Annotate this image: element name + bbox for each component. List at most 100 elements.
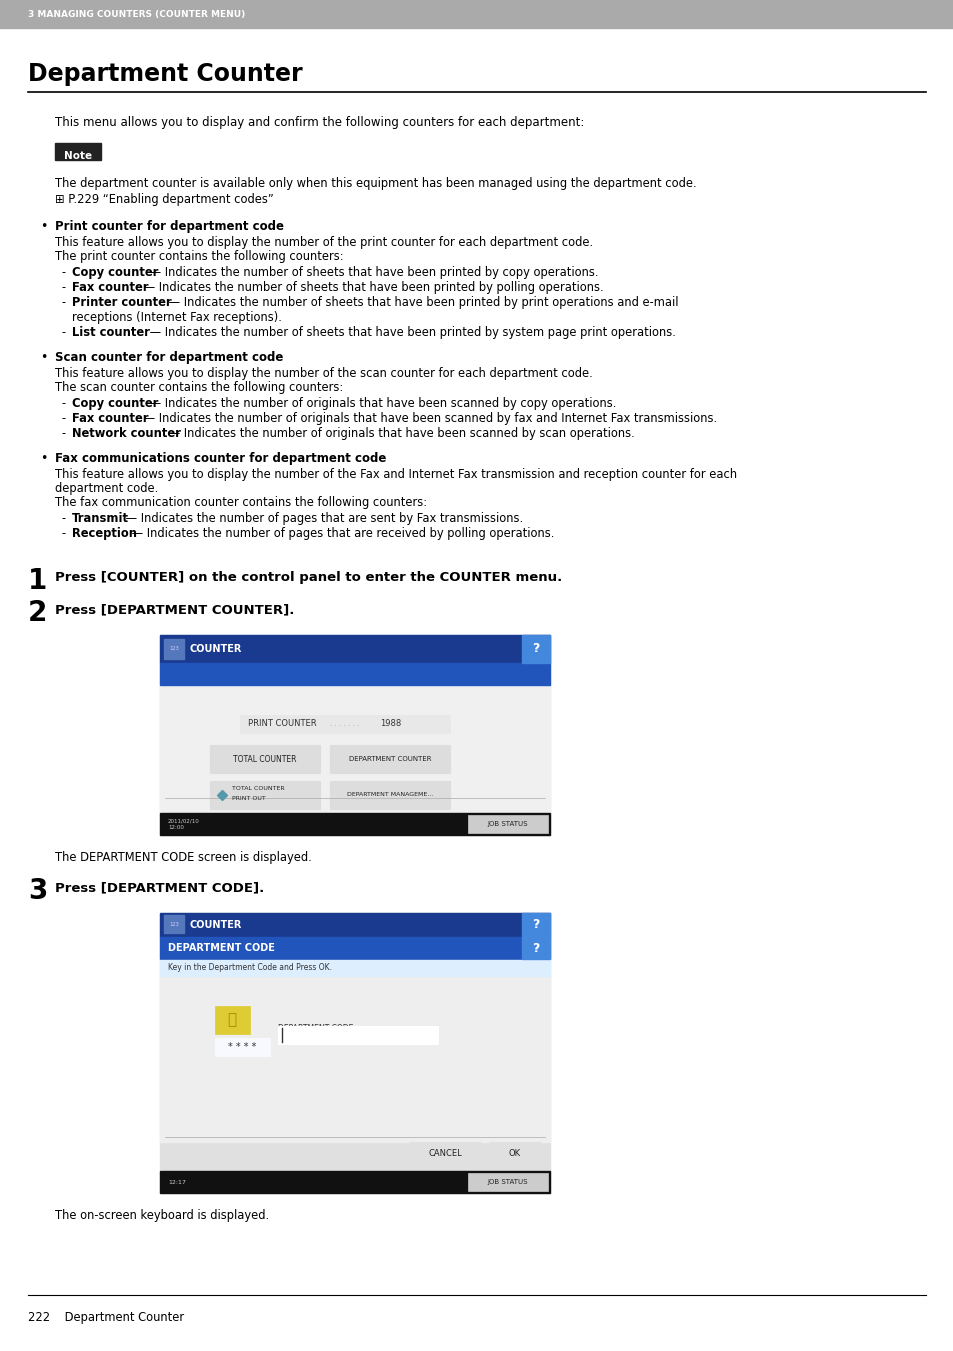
Text: -: - bbox=[62, 412, 66, 426]
Text: COUNTER: COUNTER bbox=[190, 644, 242, 654]
Bar bbox=[214, 1038, 270, 1056]
Text: Network counter: Network counter bbox=[71, 427, 181, 440]
Bar bbox=[160, 663, 550, 685]
Text: ?: ? bbox=[532, 942, 539, 955]
Text: receptions (Internet Fax receptions).: receptions (Internet Fax receptions). bbox=[71, 311, 281, 324]
Bar bbox=[160, 913, 550, 938]
Text: — Indicates the number of pages that are received by polling operations.: — Indicates the number of pages that are… bbox=[128, 527, 554, 540]
Text: -: - bbox=[62, 397, 66, 409]
Bar bbox=[521, 913, 550, 938]
Text: 123: 123 bbox=[169, 923, 178, 928]
Text: Fax counter: Fax counter bbox=[71, 281, 149, 295]
Text: -: - bbox=[62, 326, 66, 339]
Text: 🔑: 🔑 bbox=[227, 1012, 236, 1028]
Bar bbox=[160, 975, 550, 1142]
Text: This feature allows you to display the number of the print counter for each depa: This feature allows you to display the n… bbox=[55, 236, 593, 249]
Bar bbox=[160, 938, 550, 959]
Text: JOB STATUS: JOB STATUS bbox=[487, 821, 528, 827]
Text: 12:17: 12:17 bbox=[168, 1179, 186, 1185]
Text: Transmit: Transmit bbox=[71, 512, 129, 526]
Text: DEPARTMENT COUNTER: DEPARTMENT COUNTER bbox=[349, 757, 431, 762]
Bar bbox=[521, 938, 550, 959]
Text: — Indicates the number of sheets that have been printed by print operations and : — Indicates the number of sheets that ha… bbox=[165, 296, 678, 309]
Bar bbox=[210, 781, 319, 809]
Text: CANCEL: CANCEL bbox=[428, 1150, 461, 1159]
Bar bbox=[468, 815, 547, 834]
Text: OK: OK bbox=[508, 1150, 520, 1159]
Text: JOB STATUS: JOB STATUS bbox=[487, 1179, 528, 1185]
Bar bbox=[160, 813, 550, 835]
Text: ⊞ P.229 “Enabling department codes”: ⊞ P.229 “Enabling department codes” bbox=[55, 193, 274, 205]
Text: The print counter contains the following counters:: The print counter contains the following… bbox=[55, 250, 343, 263]
Text: -: - bbox=[62, 281, 66, 295]
Text: Copy counter: Copy counter bbox=[71, 397, 158, 409]
Bar bbox=[410, 1142, 479, 1166]
Bar bbox=[0, 0, 953, 28]
Text: This feature allows you to display the number of the Fax and Internet Fax transm: This feature allows you to display the n… bbox=[55, 467, 737, 481]
Bar bbox=[55, 143, 101, 159]
Text: -: - bbox=[62, 296, 66, 309]
Text: Press [COUNTER] on the control panel to enter the COUNTER menu.: Press [COUNTER] on the control panel to … bbox=[55, 571, 561, 584]
Bar bbox=[468, 1173, 547, 1192]
Text: Fax communications counter for department code: Fax communications counter for departmen… bbox=[55, 453, 386, 465]
Text: COUNTER: COUNTER bbox=[190, 920, 242, 929]
Text: ?: ? bbox=[532, 643, 539, 655]
Text: 1: 1 bbox=[28, 567, 48, 594]
Text: — Indicates the number of sheets that have been printed by polling operations.: — Indicates the number of sheets that ha… bbox=[140, 281, 603, 295]
Text: ?: ? bbox=[532, 919, 539, 931]
Bar bbox=[160, 635, 550, 835]
Text: — Indicates the number of pages that are sent by Fax transmissions.: — Indicates the number of pages that are… bbox=[121, 512, 522, 526]
Text: Printer counter: Printer counter bbox=[71, 296, 172, 309]
Text: The fax communication counter contains the following counters:: The fax communication counter contains t… bbox=[55, 496, 427, 509]
Bar bbox=[160, 635, 550, 663]
Text: Key in the Department Code and Press OK.: Key in the Department Code and Press OK. bbox=[168, 963, 332, 973]
Bar bbox=[330, 744, 450, 773]
Bar bbox=[160, 913, 550, 1193]
Text: — Indicates the number of sheets that have been printed by copy operations.: — Indicates the number of sheets that ha… bbox=[146, 266, 598, 280]
Text: department code.: department code. bbox=[55, 482, 158, 494]
Text: * * * *: * * * * bbox=[228, 1042, 256, 1052]
Bar bbox=[164, 639, 184, 659]
Bar bbox=[277, 1025, 437, 1044]
Text: -: - bbox=[62, 427, 66, 440]
Text: . . . . . . .: . . . . . . . bbox=[330, 721, 359, 727]
Text: List counter: List counter bbox=[71, 326, 150, 339]
Bar bbox=[210, 744, 319, 773]
Bar bbox=[160, 685, 550, 813]
Text: 2: 2 bbox=[28, 598, 48, 627]
Bar bbox=[330, 781, 450, 809]
Bar bbox=[160, 961, 550, 975]
Text: -: - bbox=[62, 266, 66, 280]
Text: DEPARTMENT CODE: DEPARTMENT CODE bbox=[168, 943, 274, 952]
Text: DEPARTMENT CODE: DEPARTMENT CODE bbox=[277, 1024, 353, 1034]
Text: 1988: 1988 bbox=[379, 720, 401, 728]
Bar bbox=[490, 1142, 539, 1166]
Text: Press [DEPARTMENT CODE].: Press [DEPARTMENT CODE]. bbox=[55, 881, 264, 894]
Text: •: • bbox=[40, 453, 48, 465]
Text: This feature allows you to display the number of the scan counter for each depar: This feature allows you to display the n… bbox=[55, 367, 592, 380]
Text: The DEPARTMENT CODE screen is displayed.: The DEPARTMENT CODE screen is displayed. bbox=[55, 851, 312, 865]
Text: •: • bbox=[40, 351, 48, 363]
Text: The scan counter contains the following counters:: The scan counter contains the following … bbox=[55, 381, 343, 394]
Bar bbox=[521, 635, 550, 663]
Text: Print counter for department code: Print counter for department code bbox=[55, 220, 284, 232]
Text: Copy counter: Copy counter bbox=[71, 266, 158, 280]
Text: This menu allows you to display and confirm the following counters for each depa: This menu allows you to display and conf… bbox=[55, 116, 584, 128]
Text: PRINT OUT: PRINT OUT bbox=[232, 797, 266, 801]
Text: Note: Note bbox=[64, 151, 92, 161]
Text: The department counter is available only when this equipment has been managed us: The department counter is available only… bbox=[55, 177, 696, 190]
Text: Press [DEPARTMENT COUNTER].: Press [DEPARTMENT COUNTER]. bbox=[55, 603, 294, 616]
Text: Fax counter: Fax counter bbox=[71, 412, 149, 426]
Text: -: - bbox=[62, 527, 66, 540]
Text: — Indicates the number of sheets that have been printed by system page print ope: — Indicates the number of sheets that ha… bbox=[146, 326, 676, 339]
Text: — Indicates the number of originals that have been scanned by copy operations.: — Indicates the number of originals that… bbox=[146, 397, 617, 409]
Text: DEPARTMENT MANAGEME...: DEPARTMENT MANAGEME... bbox=[347, 793, 433, 797]
Bar bbox=[160, 1171, 550, 1193]
Text: 3: 3 bbox=[28, 877, 48, 905]
Text: 222    Department Counter: 222 Department Counter bbox=[28, 1310, 184, 1324]
Text: Reception: Reception bbox=[71, 527, 137, 540]
Text: Scan counter for department code: Scan counter for department code bbox=[55, 351, 283, 363]
Text: -: - bbox=[62, 512, 66, 526]
Text: 123: 123 bbox=[169, 647, 178, 651]
Text: TOTAL COUNTER: TOTAL COUNTER bbox=[233, 754, 296, 763]
